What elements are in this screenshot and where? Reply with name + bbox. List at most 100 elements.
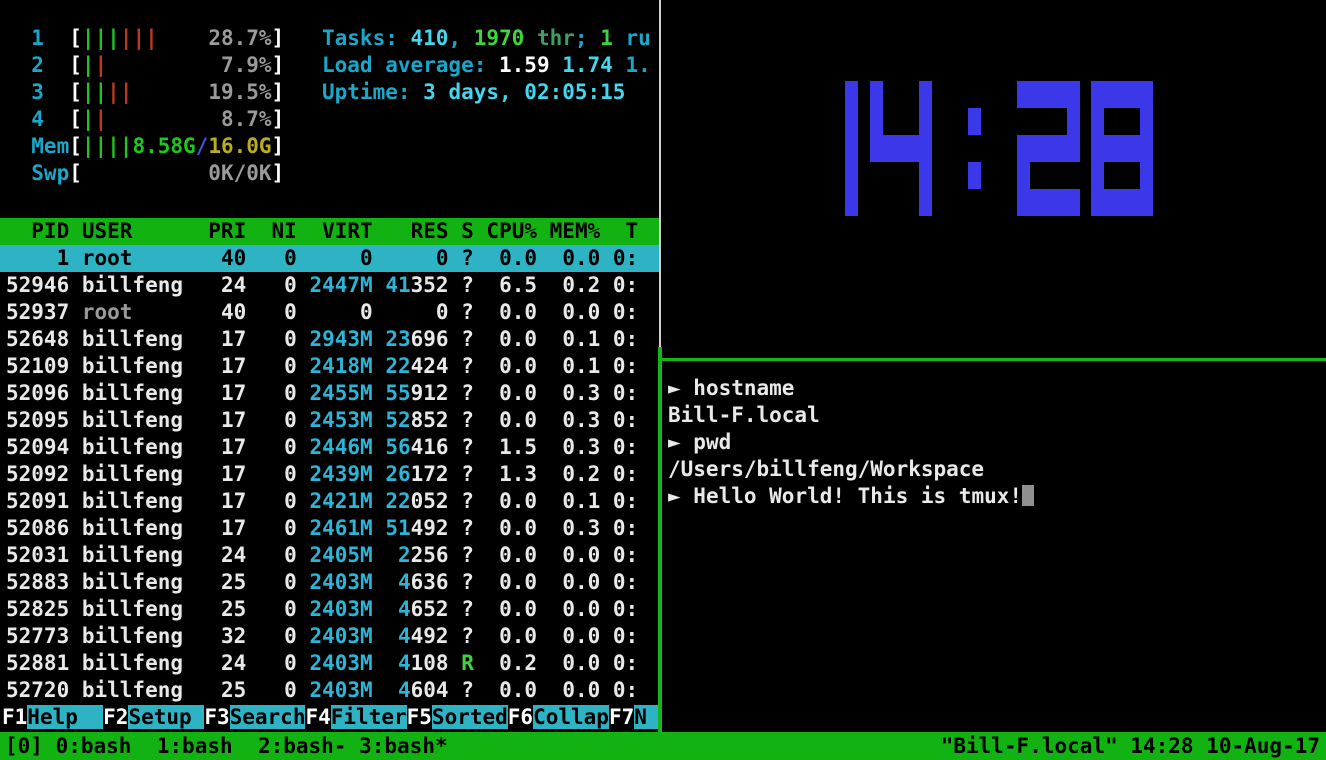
meter-label: Swp	[6, 161, 70, 185]
cell-pri-ni: 17 0	[208, 489, 310, 513]
cell-cpu-mem-time: 0.0 0.0 0:	[486, 678, 639, 702]
process-row-52648[interactable]: 52648 billfeng 17 0 2943M 23696 ? 0.0 0.…	[0, 326, 659, 353]
text-segment: 3 days, 02:05:15	[423, 80, 626, 104]
status-separator	[346, 734, 359, 758]
clock-segment	[1140, 135, 1154, 162]
cell-res-mb: 52	[385, 408, 411, 432]
cell-pri-ni: 25 0	[208, 570, 310, 594]
cell-state: R	[461, 651, 487, 675]
process-row-52825[interactable]: 52825 billfeng 25 0 2403M 4652 ? 0.0 0.0…	[0, 596, 659, 623]
cell-state: ?	[461, 570, 487, 594]
process-row-52946[interactable]: 52946 billfeng 24 0 2447M 41352 ? 6.5 0.…	[0, 272, 659, 299]
cell-state: ?	[461, 543, 487, 567]
clock-segment	[1054, 135, 1068, 162]
cell-res: 852	[410, 408, 462, 432]
window-tab-0[interactable]: 0:bash	[55, 734, 145, 758]
clock-segment	[845, 81, 859, 108]
clock-segment	[1042, 189, 1055, 216]
cell-pid: 52648	[6, 327, 82, 351]
process-row-52720[interactable]: 52720 billfeng 25 0 2403M 4604 ? 0.0 0.0…	[0, 677, 659, 704]
clock-segment	[1029, 81, 1043, 108]
cell-res: 052	[410, 489, 462, 513]
cell-pid: 52825	[6, 597, 82, 621]
fkey-f3[interactable]: F3Search	[204, 705, 306, 729]
process-row-52109[interactable]: 52109 billfeng 17 0 2418M 22424 ? 0.0 0.…	[0, 353, 659, 380]
process-row-52031[interactable]: 52031 billfeng 24 0 2405M 2256 ? 0.0 0.0…	[0, 542, 659, 569]
clock-segment	[1091, 135, 1105, 162]
process-row-52773[interactable]: 52773 billfeng 32 0 2403M 4492 ? 0.0 0.0…	[0, 623, 659, 650]
process-row-52095[interactable]: 52095 billfeng 17 0 2453M 52852 ? 0.0 0.…	[0, 407, 659, 434]
fkey-f5[interactable]: F5Sorted	[406, 705, 508, 729]
cell-user: billfeng	[81, 678, 209, 702]
fkey-f4[interactable]: F4Filter	[305, 705, 407, 729]
cell-user: billfeng	[81, 381, 209, 405]
clock-segment	[1128, 135, 1142, 162]
window-tab-3[interactable]: 3:bash*	[359, 734, 448, 758]
process-row-52094[interactable]: 52094 billfeng 17 0 2446M 56416 ? 1.5 0.…	[0, 434, 659, 461]
clock-segment	[1042, 135, 1055, 162]
process-row-52096[interactable]: 52096 billfeng 17 0 2455M 55912 ? 0.0 0.…	[0, 380, 659, 407]
prompt-arrow-icon: ►	[668, 484, 681, 508]
text-segment	[550, 53, 563, 77]
fkey-f1[interactable]: F1Help	[2, 705, 104, 729]
mem-total: 16.0G	[208, 134, 272, 158]
cell-res-mb: 56	[385, 435, 411, 459]
fkey-f6[interactable]: F6Collap	[507, 705, 609, 729]
cell-cpu-mem-time: 0.0 0.3 0:	[486, 516, 639, 540]
clock-segment	[968, 162, 982, 189]
process-row-52086[interactable]: 52086 billfeng 17 0 2461M 51492 ? 0.0 0.…	[0, 515, 659, 542]
process-row-52881[interactable]: 52881 billfeng 24 0 2403M 4108 R 0.2 0.0…	[0, 650, 659, 677]
window-tab-2[interactable]: 2:bash-	[257, 734, 347, 758]
text-segment: Load average:	[322, 53, 500, 77]
fkey-f7[interactable]: F7N	[608, 705, 659, 729]
cell-pri-ni: 32 0	[208, 624, 310, 648]
fkey-f2[interactable]: F2Setup	[103, 705, 205, 729]
cell-cpu-mem-time: 0.0 0.1 0:	[486, 489, 639, 513]
text-segment: ,	[448, 26, 474, 50]
clock-segment	[1128, 81, 1142, 108]
process-row-52091[interactable]: 52091 billfeng 17 0 2421M 22052 ? 0.0 0.…	[0, 488, 659, 515]
cell-cpu-mem-time: 0.2 0.0 0:	[486, 651, 639, 675]
cell-virt: 2403M	[309, 651, 386, 675]
terminal-line: ► hostname	[668, 375, 1326, 402]
clock-segment	[1054, 189, 1068, 216]
cell-res: 912	[410, 381, 462, 405]
process-row-52883[interactable]: 52883 billfeng 25 0 2403M 4636 ? 0.0 0.0…	[0, 569, 659, 596]
clock-segment	[882, 135, 896, 162]
clock-segment	[1115, 189, 1129, 216]
meter-bracket: ]	[271, 107, 285, 131]
clock-segment	[1115, 81, 1129, 108]
cell-user: root	[81, 300, 209, 324]
htop-pane: 1 [|||||| 28.7%] 2 [|| 7.9%] 3 [|||| 19.…	[0, 0, 659, 732]
process-row-52937[interactable]: 52937 root 40 0 0 0 ? 0.0 0.0 0:	[0, 299, 659, 326]
fkey-number: F6	[507, 705, 534, 729]
cell-pid: 52092	[6, 462, 82, 486]
process-row-52092[interactable]: 52092 billfeng 17 0 2439M 26172 ? 1.3 0.…	[0, 461, 659, 488]
meter-bars-green: |	[81, 53, 95, 77]
window-tab-1[interactable]: 1:bash	[156, 734, 246, 758]
cell-res-mb: 4	[385, 624, 411, 648]
meter-bracket: [	[69, 26, 82, 50]
cell-pid: 52094	[6, 435, 82, 459]
process-row-1[interactable]: 1 root 40 0 0 0 ? 0.0 0.0 0:	[0, 245, 659, 272]
cell-pid: 52773	[6, 624, 82, 648]
clock-segment	[968, 108, 982, 135]
cell-cpu-mem-time: 0.0 0.0 0:	[486, 543, 639, 567]
status-bar: [0] 0:bash 1:bash 2:bash- 3:bash* "Bill-…	[0, 732, 1326, 760]
cell-res: 492	[410, 516, 462, 540]
meter-bracket: ]	[271, 26, 285, 50]
cell-virt: 2403M	[309, 678, 386, 702]
fkey-number: F3	[204, 705, 230, 729]
terminal-line: ► pwd	[668, 429, 1326, 456]
cell-pid: 52086	[6, 516, 82, 540]
table-header[interactable]: PID USER PRI NI VIRT RES S CPU% MEM% T	[0, 218, 659, 245]
cell-pid: 52720	[6, 678, 82, 702]
terminal-pane[interactable]: ► hostname Bill-F.local ► pwd/Users/billfe…	[663, 361, 1326, 732]
mem-used: 8.58G	[132, 134, 196, 158]
cell-state: ?	[461, 381, 487, 405]
tasks-line: Tasks: 410, 1970 thr; 1 ru	[322, 25, 651, 52]
meter-label: 1	[6, 26, 70, 50]
cell-state: ?	[461, 435, 487, 459]
text-segment: thr	[524, 26, 575, 50]
